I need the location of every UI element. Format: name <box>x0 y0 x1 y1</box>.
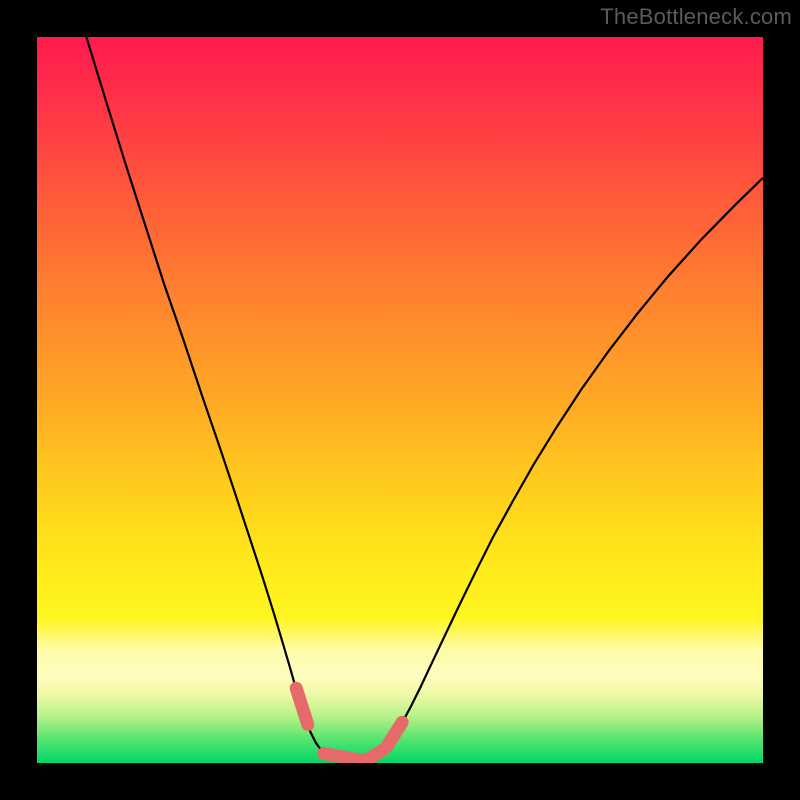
highlight-segment <box>296 688 308 724</box>
bottleneck-curve <box>86 37 763 762</box>
highlight-segment <box>324 754 364 761</box>
watermark-text: TheBottleneck.com <box>600 4 792 30</box>
plot-area <box>37 37 763 763</box>
curve-layer <box>37 37 763 763</box>
highlight-segment <box>387 722 402 746</box>
highlight-segment <box>367 749 384 760</box>
